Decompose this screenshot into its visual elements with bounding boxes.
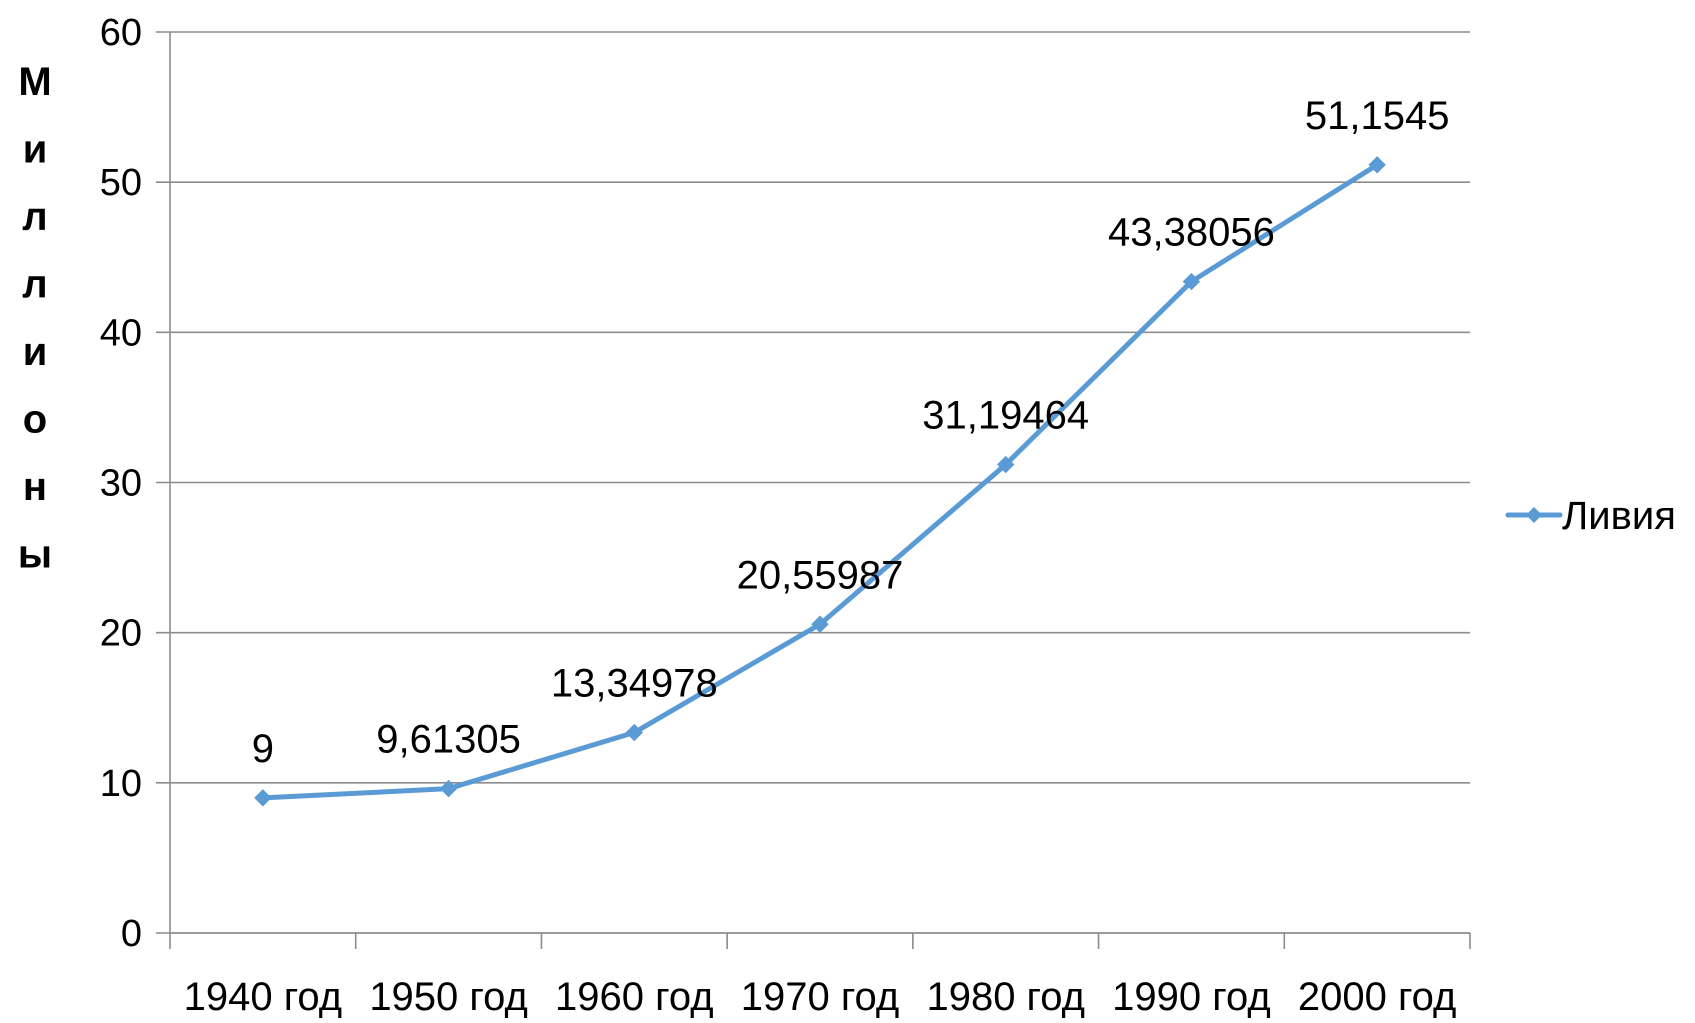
y-axis-label-letter: и xyxy=(23,330,48,374)
y-axis-label-letter: ы xyxy=(18,533,52,577)
data-point-marker xyxy=(625,723,643,742)
y-tick-label: 60 xyxy=(100,12,142,54)
x-tick-label: 2000 год xyxy=(1298,975,1457,1018)
x-tick-label: 1960 год xyxy=(555,975,714,1018)
data-point-marker xyxy=(1368,156,1386,174)
series-markers xyxy=(254,156,1386,807)
data-label: 13,34978 xyxy=(551,662,718,706)
data-label: 51,1545 xyxy=(1305,94,1450,138)
y-tick-label: 50 xyxy=(100,162,142,204)
series-lines xyxy=(260,162,1380,801)
y-axis-ticks: 0 10 20 30 40 50 60 xyxy=(100,12,142,955)
y-tick-label: 20 xyxy=(100,613,142,655)
data-point-marker xyxy=(254,789,272,807)
data-label: 31,19464 xyxy=(922,394,1089,438)
x-axis-ticks: 1940 год 1950 год 1960 год 1970 год 1980 год… xyxy=(169,933,1471,1019)
data-point-marker xyxy=(1182,272,1201,291)
y-axis-label-letter: л xyxy=(22,195,47,239)
axes xyxy=(169,32,1470,934)
data-point-marker xyxy=(811,615,829,633)
x-tick-label: 1980 год xyxy=(926,975,1085,1018)
y-tick-label: 10 xyxy=(100,763,142,805)
gridlines xyxy=(156,31,1470,934)
data-label: 9 xyxy=(252,727,274,771)
x-tick-label: 1940 год xyxy=(184,975,343,1018)
x-tick-label: 1970 год xyxy=(741,975,900,1018)
x-tick-label: 1990 год xyxy=(1112,975,1271,1018)
y-axis-label-letter: л xyxy=(22,263,47,307)
y-axis-label-letter: М xyxy=(18,60,51,104)
data-label: 9,61305 xyxy=(376,718,521,762)
data-label: 20,55987 xyxy=(737,553,904,597)
y-axis-label-letter: о xyxy=(23,398,47,442)
series-line-0 xyxy=(260,162,1380,801)
data-label: 43,38056 xyxy=(1108,211,1275,255)
y-axis-label-letter: н xyxy=(23,465,47,509)
y-axis-label-letter: и xyxy=(23,128,48,172)
data-point-marker xyxy=(439,779,458,798)
legend: Ливия xyxy=(1505,494,1676,538)
data-point-marker xyxy=(997,455,1015,474)
data-labels: 9 9,61305 13,34978 20,55987 31,19464 43,38056… xyxy=(252,94,1450,771)
x-tick-label: 1950 год xyxy=(369,975,528,1018)
y-tick-label: 40 xyxy=(100,312,142,354)
legend-swatch-marker xyxy=(1526,507,1542,523)
y-tick-label: 0 xyxy=(121,913,142,955)
y-tick-label: 30 xyxy=(100,463,142,505)
legend-label: Ливия xyxy=(1562,494,1676,538)
